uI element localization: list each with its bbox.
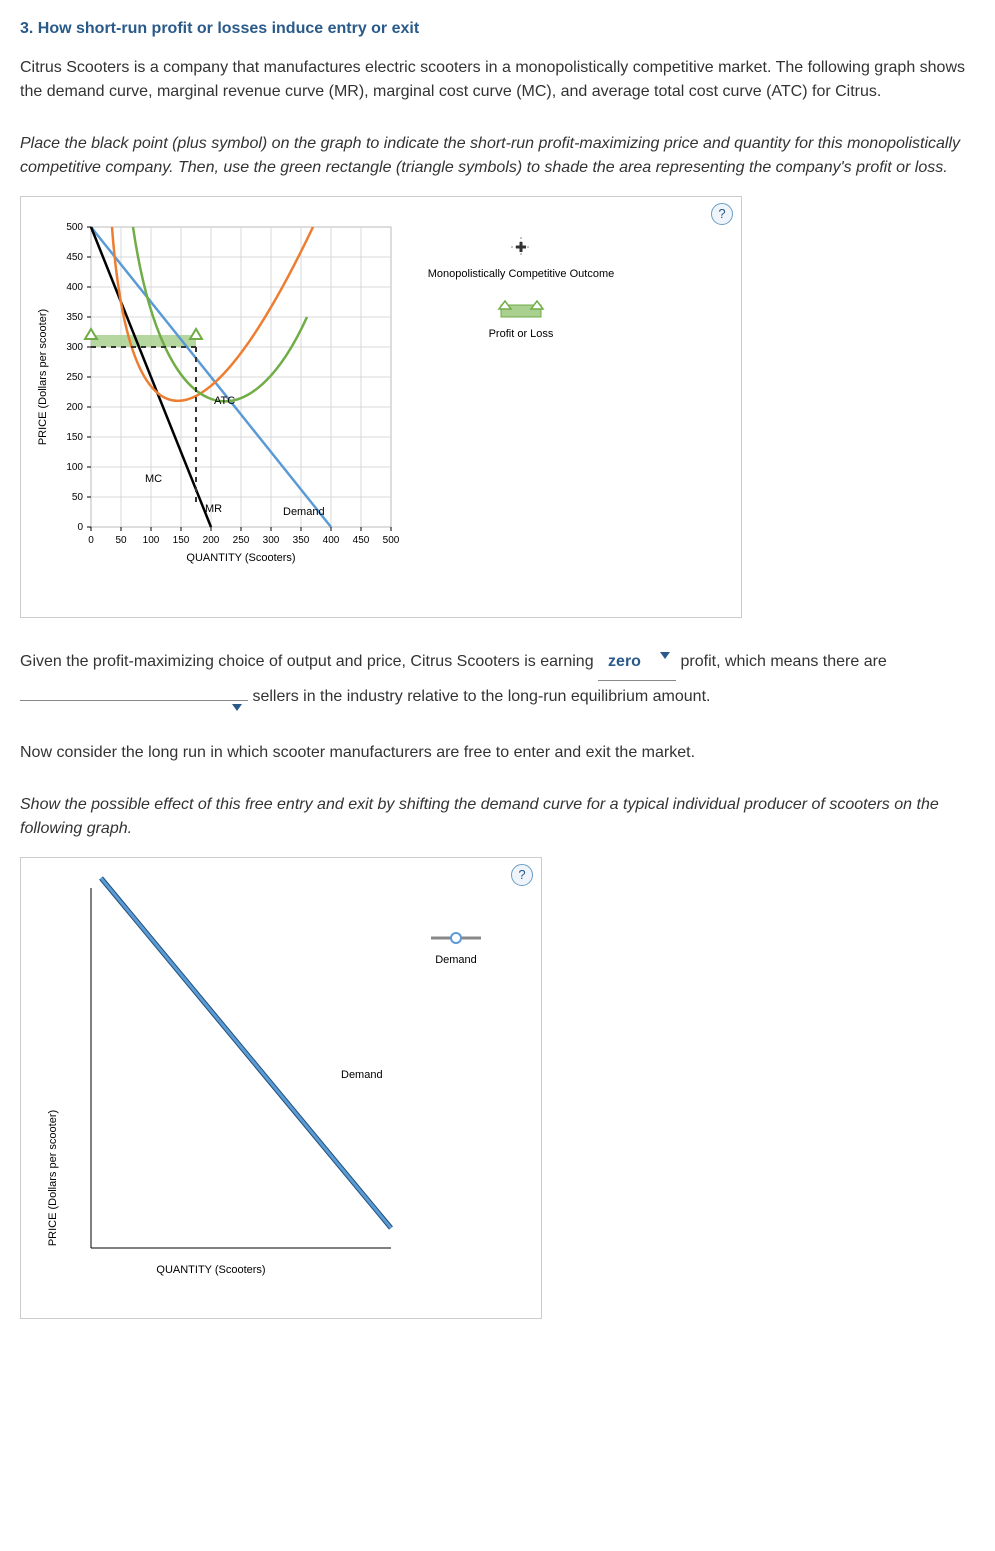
svg-text:Demand: Demand	[435, 954, 477, 966]
graph-1-svg[interactable]: Demand MR MC ATC 0 50 100 150 200 250 300 350 400 450…	[21, 197, 741, 617]
fill-in-paragraph-1: Given the profit-maximizing choice of ou…	[20, 646, 975, 713]
svg-text:500: 500	[66, 222, 83, 233]
fill1-mid: profit, which means there are	[681, 653, 887, 670]
svg-text:MC: MC	[145, 473, 162, 485]
graph-2-panel: ? Demand PRICE (Dollars per scooter) QUANT…	[20, 857, 542, 1319]
graph-2-svg[interactable]: Demand PRICE (Dollars per scooter) QUANTIT…	[21, 858, 541, 1318]
svg-text:0: 0	[88, 535, 94, 546]
svg-text:Profit or Loss: Profit or Loss	[489, 328, 554, 340]
help-icon[interactable]: ?	[711, 203, 733, 225]
svg-text:QUANTITY (Scooters): QUANTITY (Scooters)	[186, 552, 295, 564]
svg-text:Demand: Demand	[341, 1069, 383, 1081]
svg-text:ATC: ATC	[214, 395, 235, 407]
svg-text:QUANTITY (Scooters): QUANTITY (Scooters)	[156, 1264, 265, 1276]
question-title: 3. How short-run profit or losses induce…	[20, 20, 975, 38]
dropdown-sellers-count[interactable]	[20, 698, 248, 701]
paragraph-2: Now consider the long run in which scoot…	[20, 741, 975, 765]
svg-text:450: 450	[66, 252, 83, 263]
svg-text:0: 0	[77, 522, 83, 533]
svg-text:150: 150	[66, 432, 83, 443]
graph-1-panel: ? Demand MR MC ATC 0 50 100 150 200 250 300 350 400 4…	[20, 196, 742, 618]
fill1-post: sellers in the industry relative to the …	[252, 688, 710, 705]
dropdown-profit-type[interactable]: zero	[598, 646, 676, 681]
svg-text:350: 350	[293, 535, 310, 546]
fill1-pre: Given the profit-maximizing choice of ou…	[20, 653, 598, 670]
svg-text:100: 100	[66, 462, 83, 473]
svg-text:200: 200	[66, 402, 83, 413]
svg-text:350: 350	[66, 312, 83, 323]
svg-text:50: 50	[72, 492, 84, 503]
svg-text:300: 300	[263, 535, 280, 546]
svg-text:Monopolistically Competitive O: Monopolistically Competitive Outcome	[428, 268, 614, 280]
svg-text:400: 400	[323, 535, 340, 546]
svg-text:300: 300	[66, 342, 83, 353]
svg-text:MR: MR	[205, 503, 222, 515]
svg-text:50: 50	[115, 535, 127, 546]
svg-text:450: 450	[353, 535, 370, 546]
instruction-1: Place the black point (plus symbol) on t…	[20, 132, 975, 180]
svg-text:400: 400	[66, 282, 83, 293]
svg-text:200: 200	[203, 535, 220, 546]
svg-text:PRICE (Dollars per scooter): PRICE (Dollars per scooter)	[37, 309, 49, 445]
svg-text:100: 100	[143, 535, 160, 546]
svg-text:500: 500	[383, 535, 400, 546]
instruction-2: Show the possible effect of this free en…	[20, 793, 975, 841]
intro-paragraph: Citrus Scooters is a company that manufa…	[20, 56, 975, 104]
svg-text:250: 250	[233, 535, 250, 546]
help-icon[interactable]: ?	[511, 864, 533, 886]
svg-text:PRICE (Dollars per scooter): PRICE (Dollars per scooter)	[47, 1110, 59, 1246]
svg-text:250: 250	[66, 372, 83, 383]
svg-text:150: 150	[173, 535, 190, 546]
svg-text:Demand: Demand	[283, 506, 325, 518]
